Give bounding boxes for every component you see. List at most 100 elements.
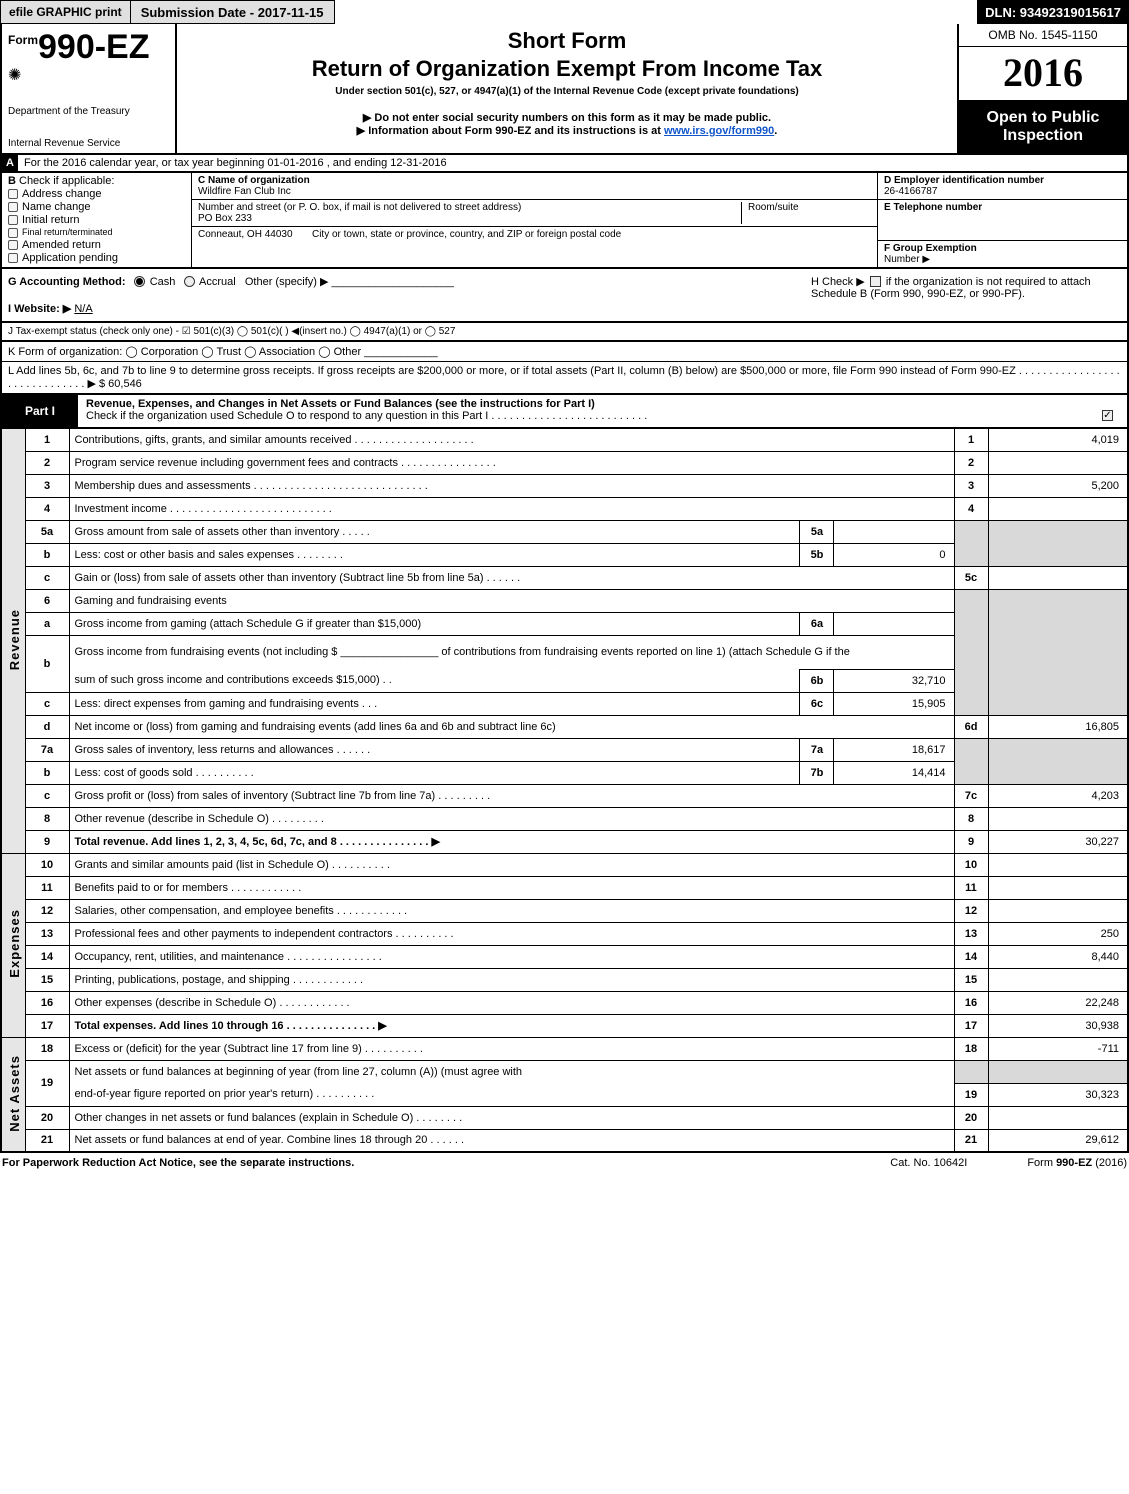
d-ein: D Employer identification number 26-4166…	[878, 173, 1127, 200]
line-desc: Less: cost of goods sold . . . . . . . .…	[69, 761, 800, 784]
radio-accrual[interactable]	[184, 276, 195, 287]
line-amt: 22,248	[988, 991, 1128, 1014]
room-suite: Room/suite	[741, 202, 871, 224]
sub-val: 18,617	[834, 738, 954, 761]
line-desc: Gross sales of inventory, less returns a…	[69, 738, 800, 761]
tax-year-range: For the 2016 calendar year, or tax year …	[18, 155, 1127, 171]
row-a: A For the 2016 calendar year, or tax yea…	[0, 155, 1129, 173]
section-note: Under section 501(c), 527, or 4947(a)(1)…	[183, 86, 951, 97]
revenue-label: Revenue	[7, 609, 22, 670]
efile-print-button[interactable]: efile GRAPHIC print	[0, 0, 131, 24]
checkbox-address-change[interactable]: Address change	[8, 188, 185, 200]
col-def: D Employer identification number 26-4166…	[877, 173, 1127, 267]
line-num: 18	[954, 1037, 988, 1060]
label-b: B Check if applicable:	[8, 175, 185, 187]
form-prefix: Form	[8, 33, 38, 47]
checkbox-name-change[interactable]: Name change	[8, 201, 185, 213]
line-amt	[988, 853, 1128, 876]
info-suffix: .	[774, 125, 777, 137]
line-desc: Excess or (deficit) for the year (Subtra…	[69, 1037, 954, 1060]
line-desc: Net assets or fund balances at beginning…	[69, 1060, 954, 1083]
line-num: 7c	[954, 784, 988, 807]
checkbox-schedule-o[interactable]	[1102, 410, 1113, 421]
i-label: I Website: ▶	[8, 303, 71, 315]
line-desc: Other changes in net assets or fund bala…	[69, 1106, 954, 1129]
info-link-line: ▶ Information about Form 990-EZ and its …	[183, 124, 951, 137]
line-amt: 29,612	[988, 1129, 1128, 1152]
omb-number: OMB No. 1545-1150	[959, 24, 1127, 47]
expenses-label: Expenses	[7, 909, 22, 978]
other-label: Other (specify) ▶	[245, 276, 329, 288]
line-num: 16	[954, 991, 988, 1014]
col-c: C Name of organization Wildfire Fan Club…	[192, 173, 877, 267]
line-desc: Other expenses (describe in Schedule O) …	[69, 991, 954, 1014]
checkbox-amended-return[interactable]: Amended return	[8, 239, 185, 251]
part1-title-box: Revenue, Expenses, and Changes in Net As…	[78, 395, 1127, 425]
ein-value: 26-4166787	[884, 186, 937, 197]
form-ref: Form 990-EZ (2016)	[1027, 1157, 1127, 1169]
line-amt	[988, 968, 1128, 991]
c-name-box: C Name of organization Wildfire Fan Club…	[192, 173, 877, 200]
form-header: Form990-EZ ✺ Department of the Treasury …	[0, 24, 1129, 155]
part1-table: Revenue 1Contributions, gifts, grants, a…	[0, 428, 1129, 1154]
line-amt	[988, 1106, 1128, 1129]
checkbox-final-return[interactable]: Final return/terminated	[8, 227, 185, 238]
sub-val: 14,414	[834, 761, 954, 784]
line-desc: Gross profit or (loss) from sales of inv…	[69, 784, 954, 807]
checkbox-application-pending[interactable]: Application pending	[8, 252, 185, 264]
line-amt: -711	[988, 1037, 1128, 1060]
dln-label: DLN: 93492319015617	[977, 0, 1129, 24]
line-desc: Gross amount from sale of assets other t…	[69, 520, 800, 543]
sub-val: 15,905	[834, 692, 954, 715]
line-num: 2	[954, 451, 988, 474]
g-label: G Accounting Method:	[8, 276, 126, 288]
line-desc2: end-of-year figure reported on prior yea…	[69, 1083, 954, 1106]
col-b: B Check if applicable: Address change Na…	[2, 173, 192, 267]
line-desc: Net assets or fund balances at end of ye…	[69, 1129, 954, 1152]
top-bar: efile GRAPHIC print Submission Date - 20…	[0, 0, 1129, 24]
sub-val	[834, 612, 954, 635]
line-desc: Less: direct expenses from gaming and fu…	[69, 692, 800, 715]
accrual-label: Accrual	[199, 276, 236, 288]
part1-sub: Check if the organization used Schedule …	[86, 410, 647, 422]
form-number: Form990-EZ	[8, 28, 169, 67]
line-desc: Contributions, gifts, grants, and simila…	[69, 428, 954, 451]
part1-header: Part I Revenue, Expenses, and Changes in…	[0, 395, 1129, 428]
line-desc: Salaries, other compensation, and employ…	[69, 899, 954, 922]
line-desc: Printing, publications, postage, and shi…	[69, 968, 954, 991]
line-num: 10	[954, 853, 988, 876]
irs-link[interactable]: www.irs.gov/form990	[664, 125, 774, 137]
line-desc: Investment income . . . . . . . . . . . …	[69, 497, 954, 520]
f-group-exemption: F Group Exemption Number ▶	[878, 241, 1127, 267]
sub-val: 32,710	[834, 669, 954, 692]
submission-date: Submission Date - 2017-11-15	[131, 0, 335, 24]
cash-label: Cash	[150, 276, 176, 288]
addr-value: PO Box 233	[198, 213, 741, 224]
radio-cash[interactable]	[134, 276, 145, 287]
checkbox-initial-return[interactable]: Initial return	[8, 214, 185, 226]
sub-val	[834, 520, 954, 543]
line-num: 1	[954, 428, 988, 451]
info-prefix: ▶ Information about Form 990-EZ and its …	[357, 125, 664, 137]
header-left: Form990-EZ ✺ Department of the Treasury …	[2, 24, 177, 153]
addr-label: Number and street (or P. O. box, if mail…	[198, 202, 741, 213]
part1-label: Part I	[2, 395, 78, 427]
line-desc: Gaming and fundraising events	[69, 589, 954, 612]
checkbox-schedule-b[interactable]	[870, 276, 881, 287]
sub-num: 6b	[800, 669, 834, 692]
line-desc: Net income or (loss) from gaming and fun…	[69, 715, 954, 738]
line-amt	[988, 876, 1128, 899]
open-line2: Inspection	[963, 127, 1123, 145]
open-to-public: Open to Public Inspection	[959, 101, 1127, 153]
cb-label: Final return/terminated	[22, 227, 113, 237]
part1-title: Revenue, Expenses, and Changes in Net As…	[86, 398, 595, 410]
form-no: 990-EZ	[38, 28, 150, 66]
cb-label: Amended return	[22, 239, 101, 251]
ssn-warning: ▶ Do not enter social security numbers o…	[183, 111, 951, 124]
short-form-label: Short Form	[183, 28, 951, 54]
line-num: 15	[954, 968, 988, 991]
sub-num: 6a	[800, 612, 834, 635]
dept-treasury: Department of the Treasury	[8, 106, 169, 117]
paperwork-notice: For Paperwork Reduction Act Notice, see …	[2, 1157, 354, 1169]
line-desc: Gross income from fundraising events (no…	[69, 635, 954, 669]
